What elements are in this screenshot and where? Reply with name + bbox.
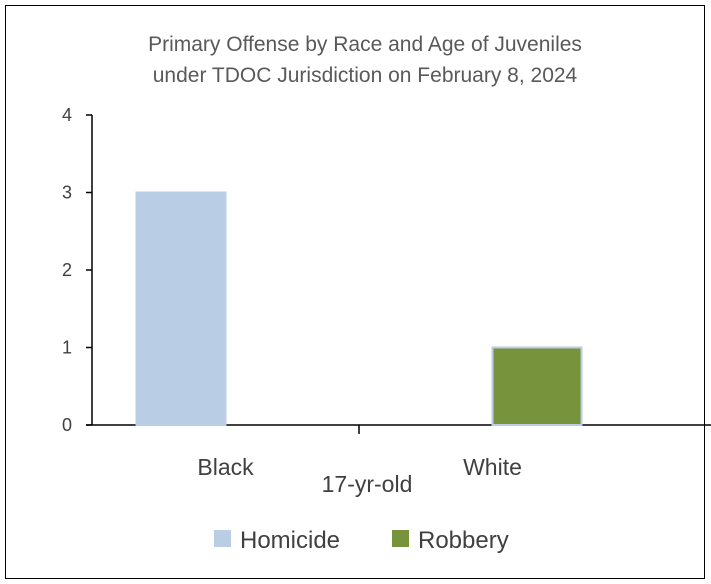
bar-robbery-white [491, 346, 583, 426]
bar-homicide-black [135, 191, 227, 426]
y-tick-label: 2 [62, 260, 72, 280]
y-tick-label: 3 [62, 183, 72, 203]
x-category-label: White [463, 454, 522, 480]
plot-area: 0 1 2 3 4 Black White 17-yr-old [62, 105, 711, 497]
legend-swatch-homicide [214, 530, 231, 547]
legend: Homicide Robbery [214, 527, 509, 554]
y-tick-label: 4 [62, 105, 72, 125]
y-tick-label: 1 [62, 338, 72, 358]
y-tick-label: 0 [62, 415, 72, 435]
chart-title-line-2: under TDOC Jurisdiction on February 8, 2… [153, 64, 578, 87]
chart-title-line-1: Primary Offense by Race and Age of Juven… [148, 33, 582, 56]
legend-label-homicide: Homicide [240, 527, 340, 554]
legend-label-robbery: Robbery [418, 527, 509, 554]
legend-swatch-robbery [392, 530, 409, 547]
x-group-label: 17-yr-old [322, 471, 413, 497]
x-category-label: Black [197, 454, 254, 480]
chart-frame [5, 5, 705, 579]
